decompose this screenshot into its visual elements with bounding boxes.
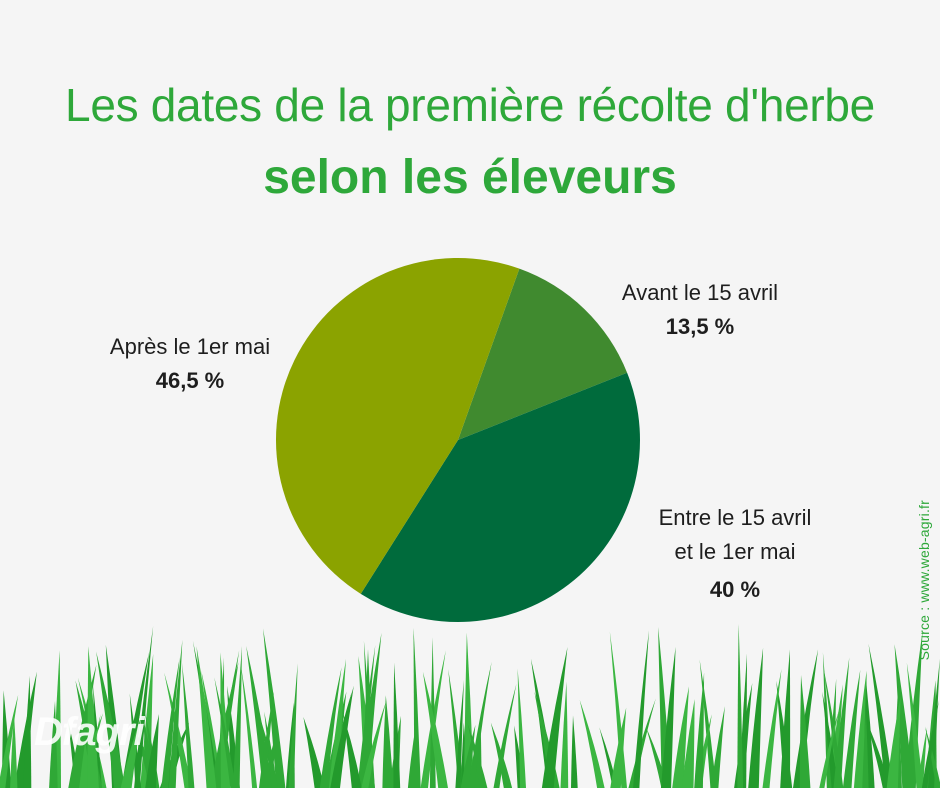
grass-blade	[682, 699, 695, 788]
grass-blade	[819, 710, 839, 788]
grass-blade	[357, 645, 376, 788]
brand-logo: Dfagri	[34, 710, 145, 754]
slice-label-avant: Avant le 15 avril 13,5 %	[605, 276, 795, 344]
grass-blade	[560, 681, 569, 788]
grass-blade	[886, 696, 901, 788]
grass-blade	[87, 646, 99, 788]
slice-label-apres-text: Après le 1er mai	[109, 334, 271, 359]
grass-blade	[694, 672, 705, 788]
grass-blade	[455, 679, 464, 788]
slice-label-apres: Après le 1er mai 46,5 %	[95, 330, 285, 398]
grass-blade	[288, 663, 298, 788]
grass-blade	[319, 667, 342, 788]
grass-blade	[748, 647, 764, 788]
grass-blade	[762, 669, 782, 788]
grass-blade	[610, 707, 627, 788]
grass-blade	[343, 712, 360, 788]
grass-blade	[868, 643, 894, 788]
grass-blade	[0, 694, 19, 788]
grass-blade	[328, 658, 346, 788]
grass-blade	[917, 727, 928, 788]
pie-slice-apres	[275, 257, 520, 594]
grass-blade	[822, 691, 839, 788]
grass-blade	[23, 675, 32, 788]
grass-blade	[196, 646, 217, 788]
grass-blade	[579, 699, 605, 788]
grass-blade	[468, 661, 492, 788]
slice-value-avant: 13,5 %	[665, 314, 735, 339]
grass-blade	[925, 726, 940, 788]
grass-blade	[330, 685, 354, 788]
grass-blade	[833, 657, 850, 788]
grass-blade	[263, 628, 286, 788]
grass-blade	[571, 715, 578, 788]
grass-blade	[490, 722, 513, 788]
grass-blade	[232, 646, 242, 788]
grass-blade	[661, 646, 676, 788]
grass-blade	[393, 662, 401, 788]
grass-blade	[49, 701, 58, 788]
grass-blade	[241, 665, 258, 788]
grass-blade	[168, 639, 183, 788]
slice-value-apres: 46,5 %	[155, 368, 225, 393]
grass-blade	[780, 649, 791, 788]
grass-blade	[96, 651, 126, 788]
grass-blade	[609, 631, 627, 788]
pie-slice-avant	[458, 268, 628, 440]
slice-label-entre-line2: et le 1er mai	[674, 539, 796, 564]
grass-blade	[407, 720, 420, 788]
grass-blade	[460, 724, 476, 788]
grass-blade	[10, 714, 18, 788]
grass-blade	[711, 706, 725, 788]
grass-blade	[793, 649, 819, 788]
grass-blade	[182, 662, 195, 788]
grass-blade	[422, 671, 448, 788]
pie-slice-entre	[360, 372, 640, 622]
grass-blade	[799, 675, 811, 788]
grass-blade	[14, 671, 37, 788]
grass-blade	[382, 695, 394, 788]
chart-title: Les dates de la première récolte d'herbe	[65, 79, 875, 131]
grass-decoration	[0, 623, 940, 788]
grass-blade	[865, 718, 891, 788]
slice-label-entre: Entre le 15 avril et le 1er mai 40 %	[650, 501, 820, 607]
slice-label-avant-text: Avant le 15 avril	[621, 280, 779, 305]
chart-subtitle: selon les éleveurs	[263, 151, 677, 204]
grass-blade	[737, 623, 744, 788]
grass-blade	[906, 662, 924, 788]
grass-blade	[264, 711, 278, 788]
grass-blade	[541, 647, 568, 788]
grass-blade	[672, 686, 689, 788]
grass-blade	[161, 657, 180, 788]
grass-blade	[105, 644, 124, 788]
grass-blade	[894, 644, 914, 788]
slice-value-entre: 40 %	[709, 577, 761, 602]
grass-blade	[121, 652, 150, 788]
grass-blade	[145, 714, 159, 788]
grass-blade	[517, 668, 526, 788]
grass-blade	[862, 710, 869, 788]
grass-blade	[633, 630, 649, 788]
grass-blade	[120, 715, 142, 788]
grass-blade	[214, 677, 236, 788]
grass-blade	[134, 625, 154, 788]
grass-blade	[842, 669, 861, 788]
grass-blade	[921, 700, 939, 788]
slice-label-entre-line1: Entre le 15 avril	[658, 505, 812, 530]
grass-blade	[361, 701, 386, 788]
grass-blade	[303, 717, 325, 788]
